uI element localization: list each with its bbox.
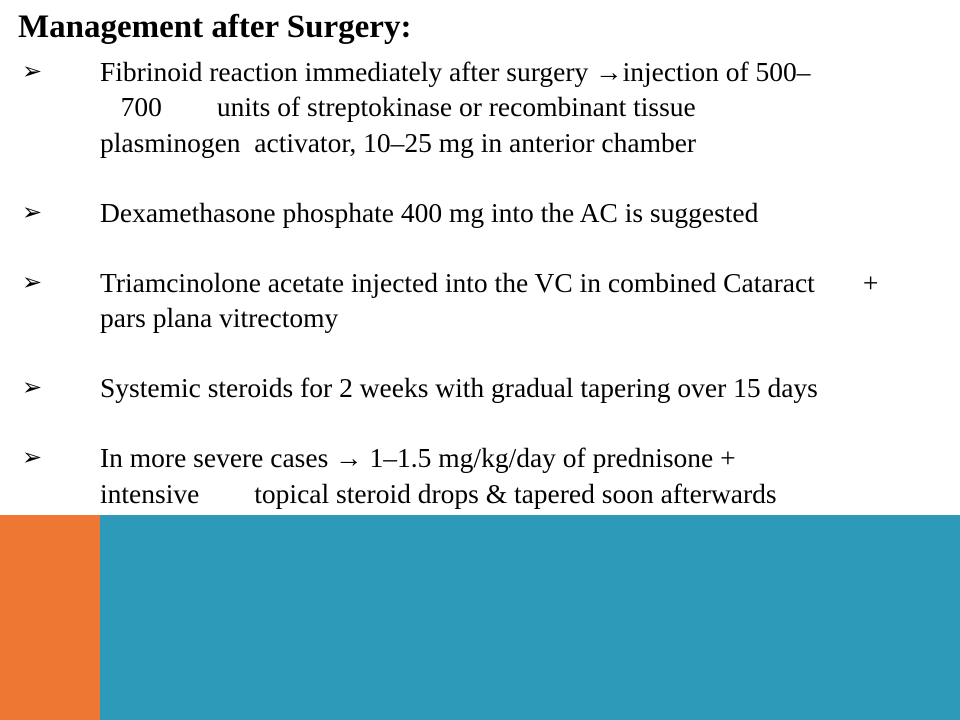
- background-blue-band: [0, 515, 960, 720]
- background-orange-band: [0, 515, 100, 720]
- bullet-list: Fibrinoid reaction immediately after sur…: [18, 54, 930, 512]
- bullet-item: Fibrinoid reaction immediately after sur…: [18, 54, 930, 161]
- slide-content: Management after Surgery: Fibrinoid reac…: [0, 0, 960, 511]
- bullet-item: Triamcinolone acetate injected into the …: [18, 265, 930, 337]
- slide-title: Management after Surgery:: [18, 8, 930, 48]
- bullet-item: Dexamethasone phosphate 400 mg into the …: [18, 195, 930, 231]
- bullet-item: In more severe cases → 1–1.5 mg/kg/day o…: [18, 440, 930, 512]
- bullet-item: Systemic steroids for 2 weeks with gradu…: [18, 370, 930, 406]
